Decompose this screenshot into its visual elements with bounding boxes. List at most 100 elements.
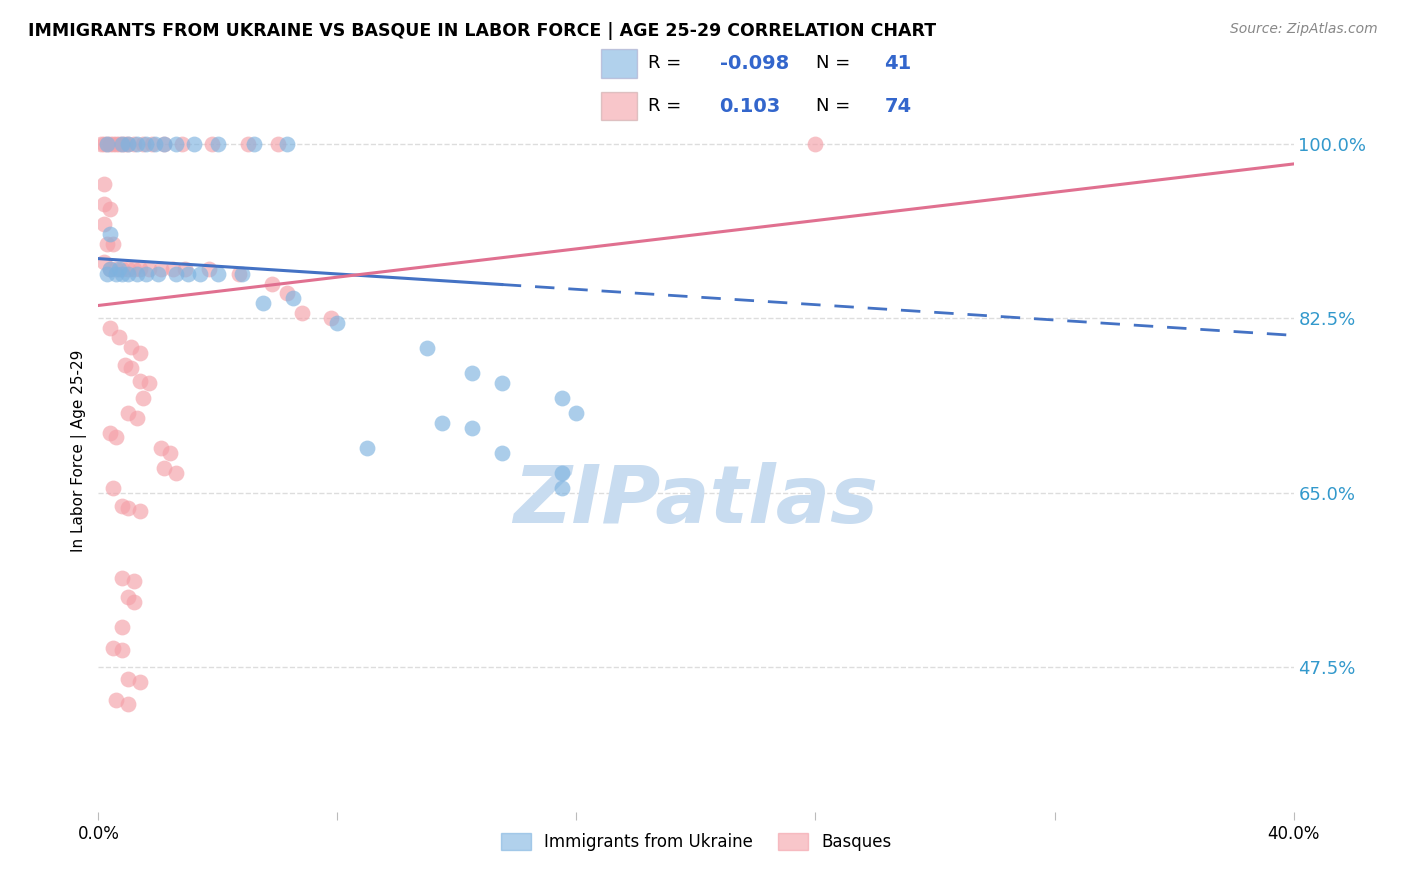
Point — [276, 286, 298, 301]
Point — [207, 267, 229, 281]
Point — [231, 267, 253, 281]
Point — [105, 693, 128, 707]
Point — [96, 267, 118, 281]
Point — [96, 136, 118, 151]
Point — [188, 267, 211, 281]
Text: ZIPatlas: ZIPatlas — [513, 462, 879, 540]
Point — [103, 481, 125, 495]
Point — [127, 136, 149, 151]
Point — [129, 261, 152, 276]
Point — [267, 136, 290, 151]
Point — [153, 136, 176, 151]
Point — [105, 261, 128, 276]
Point — [228, 267, 250, 281]
Point — [98, 136, 122, 151]
Point — [430, 416, 453, 430]
Point — [127, 267, 149, 281]
Point — [135, 267, 157, 281]
Point — [201, 136, 224, 151]
Point — [93, 177, 115, 191]
Point — [117, 591, 139, 605]
Text: -0.098: -0.098 — [720, 54, 789, 73]
Text: R =: R = — [648, 97, 688, 115]
Point — [416, 341, 439, 355]
Point — [132, 391, 155, 405]
FancyBboxPatch shape — [602, 92, 637, 120]
Point — [804, 136, 827, 151]
Point — [150, 261, 173, 276]
Point — [172, 136, 194, 151]
Point — [124, 136, 146, 151]
Text: N =: N = — [817, 97, 856, 115]
Point — [461, 366, 484, 380]
Point — [153, 461, 176, 475]
Text: 74: 74 — [884, 96, 911, 116]
Point — [260, 277, 283, 291]
Point — [117, 672, 139, 686]
Point — [132, 136, 155, 151]
Point — [550, 481, 572, 495]
Point — [129, 374, 152, 388]
Legend: Immigrants from Ukraine, Basques: Immigrants from Ukraine, Basques — [494, 826, 898, 857]
Point — [135, 136, 157, 151]
Point — [117, 136, 139, 151]
Point — [198, 261, 221, 276]
Point — [98, 202, 122, 216]
Point — [114, 358, 136, 372]
Point — [120, 340, 142, 354]
Point — [162, 261, 184, 276]
Point — [129, 675, 152, 690]
Point — [150, 441, 173, 455]
Point — [177, 267, 200, 281]
Point — [159, 446, 181, 460]
Point — [111, 136, 134, 151]
Point — [111, 643, 134, 657]
Point — [114, 136, 136, 151]
Point — [461, 421, 484, 435]
Point — [93, 136, 115, 151]
Point — [124, 261, 146, 276]
Point — [98, 227, 122, 241]
Point — [321, 311, 343, 326]
Point — [143, 136, 166, 151]
Point — [111, 261, 134, 276]
Point — [153, 136, 176, 151]
Point — [276, 136, 298, 151]
Point — [105, 267, 128, 281]
Point — [165, 136, 187, 151]
Text: Source: ZipAtlas.com: Source: ZipAtlas.com — [1230, 22, 1378, 37]
Point — [98, 261, 122, 276]
Point — [111, 499, 134, 513]
Point — [148, 267, 170, 281]
Point — [124, 595, 146, 609]
Point — [138, 261, 160, 276]
Point — [165, 267, 187, 281]
Point — [105, 430, 128, 444]
Point — [117, 697, 139, 711]
Point — [236, 136, 259, 151]
Point — [98, 261, 122, 276]
Point — [117, 267, 139, 281]
Text: 41: 41 — [884, 54, 911, 73]
Point — [141, 136, 163, 151]
Point — [124, 574, 146, 588]
Point — [356, 441, 378, 455]
Point — [491, 376, 513, 391]
Point — [111, 570, 134, 584]
Point — [93, 254, 115, 268]
Point — [550, 466, 572, 480]
Point — [127, 411, 149, 425]
Point — [103, 641, 125, 656]
Point — [111, 267, 134, 281]
Point — [491, 446, 513, 460]
FancyBboxPatch shape — [602, 49, 637, 78]
Point — [243, 136, 266, 151]
Y-axis label: In Labor Force | Age 25-29: In Labor Force | Age 25-29 — [72, 350, 87, 551]
Point — [108, 136, 131, 151]
Point — [111, 136, 134, 151]
Point — [117, 500, 139, 515]
Text: R =: R = — [648, 54, 688, 72]
Text: IMMIGRANTS FROM UKRAINE VS BASQUE IN LABOR FORCE | AGE 25-29 CORRELATION CHART: IMMIGRANTS FROM UKRAINE VS BASQUE IN LAB… — [28, 22, 936, 40]
Point — [93, 196, 115, 211]
Point — [138, 376, 160, 391]
